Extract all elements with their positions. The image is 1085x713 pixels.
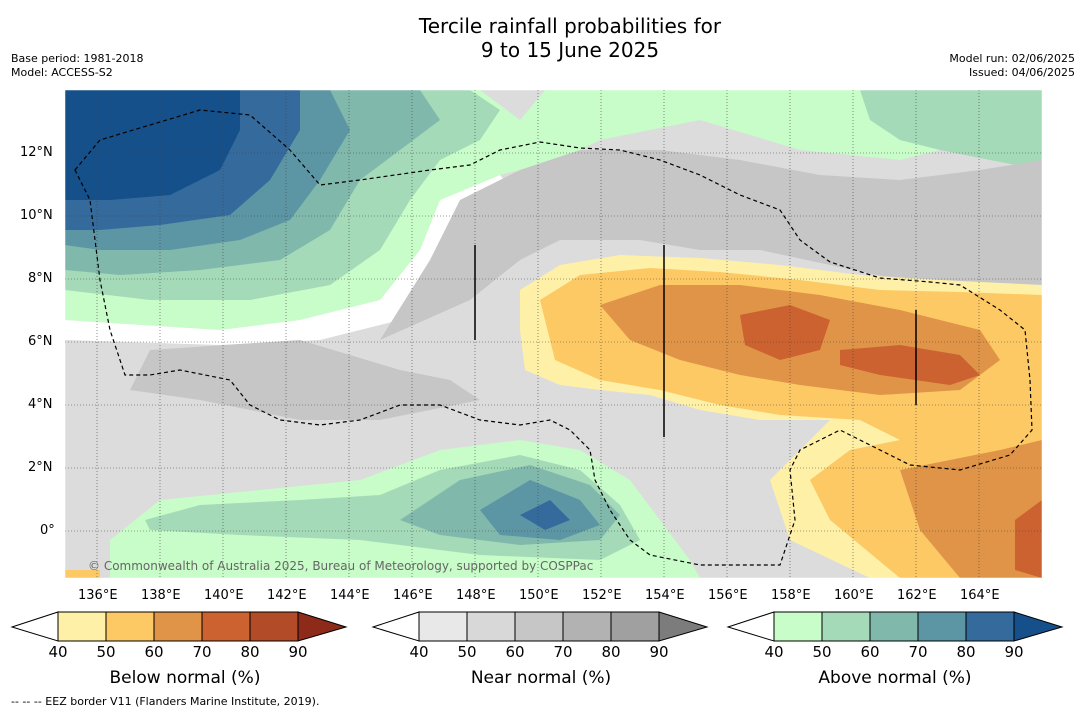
title-line-1: Tercile rainfall probabilities for <box>418 14 722 38</box>
lon-label: 136°E <box>78 588 118 603</box>
metadata-right: Model run: 02/06/2025 Issued: 04/06/2025 <box>949 52 1075 80</box>
title-line-2: 9 to 15 June 2025 <box>480 38 660 62</box>
map-area <box>65 90 1042 578</box>
lon-label: 162°E <box>897 588 937 603</box>
lon-label: 154°E <box>645 588 685 603</box>
copyright-notice: © Commonwealth of Australia 2025, Bureau… <box>88 559 594 573</box>
colorbar-near-normal <box>371 611 709 642</box>
colorbar-min-extension <box>726 611 775 642</box>
lat-label: 0° <box>40 523 55 538</box>
lat-label: 8°N <box>28 271 53 286</box>
lon-label: 158°E <box>771 588 811 603</box>
colorbar-segment <box>821 611 871 642</box>
colorbar-above-normal <box>726 611 1064 642</box>
lon-label: 140°E <box>204 588 244 603</box>
above-normal-south-80 <box>520 500 570 530</box>
colorbar-tick-label: 70 <box>192 643 212 661</box>
colorbar-min-extension <box>10 611 59 642</box>
colorbar-segment <box>418 611 468 642</box>
colorbar-label-above: Above normal (%) <box>818 668 972 688</box>
above-normal-90-region <box>65 90 240 200</box>
colorbar-tick-label: 60 <box>860 643 880 661</box>
model-run: Model run: 02/06/2025 <box>949 52 1075 65</box>
lat-label: 2°N <box>28 460 53 475</box>
map-frame <box>64 89 1043 579</box>
below-normal-sw-region <box>65 570 100 578</box>
colorbar-tick-label: 40 <box>409 643 429 661</box>
issued-date: Issued: 04/06/2025 <box>968 66 1075 79</box>
lat-label: 4°N <box>28 397 53 412</box>
colorbar-tick-label: 50 <box>812 643 832 661</box>
colorbar-min-extension <box>371 611 420 642</box>
lon-label: 138°E <box>141 588 181 603</box>
colorbar-tick-label: 90 <box>288 643 308 661</box>
lon-label: 156°E <box>708 588 748 603</box>
colorbar-below-normal <box>10 611 348 642</box>
colorbar-max-extension <box>297 611 348 642</box>
metadata-left: Base period: 1981-2018 Model: ACCESS-S2 <box>11 52 143 80</box>
below-normal-70-region <box>740 305 830 360</box>
below-normal-se-region <box>900 440 1042 578</box>
colorbar-label-below: Below normal (%) <box>109 668 261 688</box>
lon-label: 152°E <box>582 588 622 603</box>
near-normal-west-region <box>130 340 480 420</box>
colorbar-tick-label: 40 <box>764 643 784 661</box>
lat-label: 12°N <box>20 145 53 160</box>
colorbar-segment <box>153 611 203 642</box>
lon-label: 144°E <box>330 588 370 603</box>
colorbar-label-near: Near normal (%) <box>470 668 612 688</box>
lat-label: 6°N <box>28 334 53 349</box>
map-title: Tercile rainfall probabilities for 9 to … <box>0 14 1085 62</box>
colorbar-segment <box>773 611 823 642</box>
colorbar-tick-label: 80 <box>956 643 976 661</box>
base-period: Base period: 1981-2018 <box>11 52 144 65</box>
graticule <box>65 90 1042 578</box>
colorbar-max-extension <box>1013 611 1064 642</box>
colorbar-segment <box>466 611 516 642</box>
colorbar-segment <box>917 611 967 642</box>
lon-label: 146°E <box>393 588 433 603</box>
colorbar-tick-label: 40 <box>48 643 68 661</box>
below-normal-70-east-region <box>840 345 980 385</box>
lon-label: 142°E <box>267 588 307 603</box>
colorbar-tick-label: 60 <box>505 643 525 661</box>
colorbar-tick-label: 50 <box>96 643 116 661</box>
colorbar-tick-label: 80 <box>601 643 621 661</box>
colorbar-segment <box>562 611 612 642</box>
near-normal-60-region <box>380 150 1042 340</box>
colorbar-max-extension <box>658 611 709 642</box>
colorbars <box>10 611 1064 642</box>
colorbar-segment <box>965 611 1015 642</box>
lat-label: 10°N <box>20 208 53 223</box>
colorbar-tick-label: 70 <box>908 643 928 661</box>
lon-label: 150°E <box>519 588 559 603</box>
above-normal-ne-region <box>860 90 1042 170</box>
colorbar-tick-label: 80 <box>240 643 260 661</box>
lon-label: 160°E <box>834 588 874 603</box>
colorbar-segment <box>249 611 299 642</box>
colorbar-segment <box>610 611 660 642</box>
colorbar-segment <box>869 611 919 642</box>
colorbar-segment <box>514 611 564 642</box>
lon-label: 148°E <box>456 588 496 603</box>
colorbar-segment <box>57 611 107 642</box>
colorbar-tick-label: 90 <box>1004 643 1024 661</box>
colorbar-segment <box>105 611 155 642</box>
model-name: Model: ACCESS-S2 <box>11 66 113 79</box>
colorbar-tick-label: 90 <box>649 643 669 661</box>
colorbar-tick-label: 60 <box>144 643 164 661</box>
eez-footnote: -- -- -- EEZ border V11 (Flanders Marine… <box>11 695 320 708</box>
eez-border <box>74 109 1033 566</box>
below-normal-70-se-region <box>1015 500 1042 578</box>
colorbar-tick-label: 50 <box>457 643 477 661</box>
colorbar-tick-label: 70 <box>553 643 573 661</box>
lon-label: 164°E <box>960 588 1000 603</box>
colorbar-segment <box>201 611 251 642</box>
